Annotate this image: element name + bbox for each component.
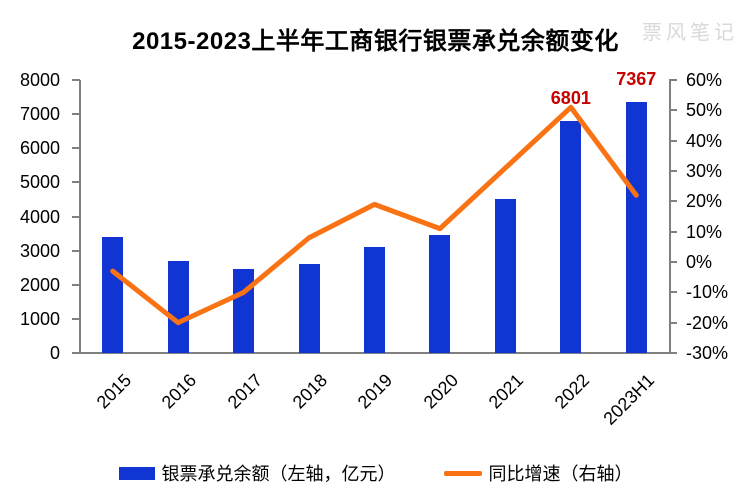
y-axis-tick-left [72,215,80,218]
x-axis-label: 2016 [157,370,201,413]
line-legend-swatch [443,470,482,476]
y-axis-label-left: 8000 [19,70,60,90]
x-axis-label: 2017 [223,370,266,413]
chart-title: 2015-2023上半年工商银行银票承兑余额变化 [132,28,619,55]
y-axis-tick-right [669,261,677,263]
y-axis-label-right: -20% [686,312,729,333]
y-axis-label-right: -10% [686,282,729,303]
data-label: 7367 [616,68,657,89]
y-axis-tick-left [72,79,80,81]
x-axis-label: 2018 [288,370,332,413]
y-axis-label-right: 40% [686,130,723,151]
data-label: 6801 [550,87,591,108]
y-axis-tick-left [72,283,80,286]
bar [298,264,320,353]
y-axis-label-left: 1000 [19,308,60,329]
legend-label-balance: 银票承兑余额（左轴，亿元） [161,464,396,484]
watermark: 票风笔记 [642,20,738,44]
x-axis-label: 2015 [92,370,135,413]
y-axis-label-left: 4000 [19,206,60,227]
bar [102,236,124,353]
y-axis-label-right: 30% [686,161,723,181]
y-axis-tick-right [669,321,677,324]
y-axis-label-right: 10% [686,221,723,242]
legend-label-growth: 同比增速（右轴） [488,464,633,484]
y-axis-tick-right [669,109,677,112]
y-axis-label-right: 60% [686,70,723,90]
y-axis-label-left: 6000 [19,138,60,159]
y-axis-label-left: 0 [49,343,60,363]
bar [364,247,385,353]
x-axis-label: 2023H1 [599,370,659,429]
y-axis-label-right: -30% [686,343,729,363]
y-axis-label-left: 5000 [19,172,60,193]
y-axis-label-left: 3000 [19,240,60,261]
y-axis-label-left: 7000 [19,104,60,125]
bar [494,199,516,353]
x-axis-label: 2019 [354,370,397,413]
x-axis-line [79,352,671,354]
y-axis-tick-right [669,352,677,354]
legend-item-balance: 银票承兑余额（左轴，亿元） [118,460,396,486]
legend-item-growth: 同比增速（右轴） [443,460,633,486]
bar-legend-swatch [118,466,155,480]
y-axis-tick-right [669,230,677,233]
legend: 银票承兑余额（左轴，亿元） 同比增速（右轴） [0,460,751,486]
y-axis-tick-left [72,181,80,184]
y-axis-tick-left [72,249,80,252]
y-axis-tick-right [669,139,677,142]
y-axis-label-right: 0% [686,252,713,272]
bar [167,260,189,353]
bar [429,235,451,353]
y-axis-tick-left [72,352,80,354]
y-axis-tick-right [669,200,677,203]
y-axis-label-right: 50% [686,100,723,121]
y-axis-left-line [79,80,81,354]
x-axis-label: 2022 [550,370,593,413]
bar [560,120,582,353]
y-axis-tick-left [72,113,80,116]
bar [625,101,647,353]
y-axis-label-right: 20% [686,191,723,212]
y-axis-tick-right [669,170,677,172]
y-axis-tick-right [669,79,677,81]
x-axis-label: 2020 [419,370,463,413]
y-axis-tick-right [669,291,677,294]
x-axis-label: 2021 [485,370,528,413]
y-axis-right-line [669,80,671,354]
bar [233,269,255,353]
y-axis-tick-left [72,147,80,150]
y-axis-label-left: 2000 [19,274,60,295]
y-axis-tick-left [72,317,80,320]
